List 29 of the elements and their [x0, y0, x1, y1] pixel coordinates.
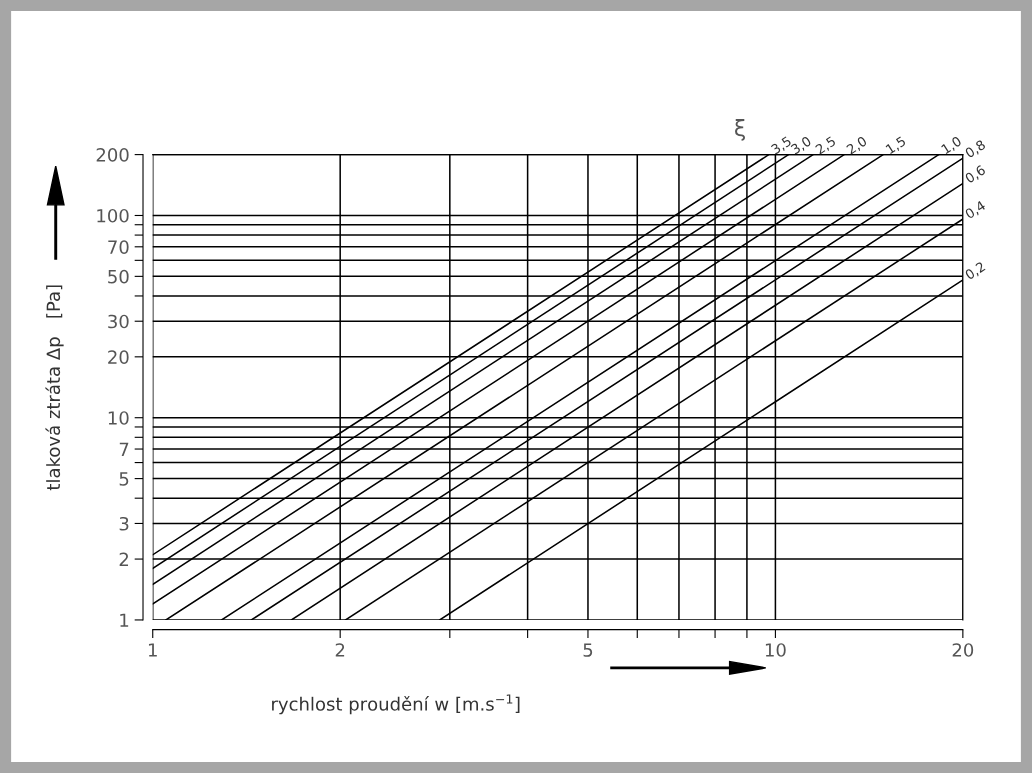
y-tick-label: 100: [97, 208, 129, 223]
x-tick-label: 1: [148, 643, 157, 657]
x-tick-label: 10: [765, 643, 786, 657]
y-tick-label: 3: [119, 516, 129, 531]
y-tick-label: 10: [108, 411, 129, 425]
text: 2,0: [845, 135, 869, 156]
y-tick-label: 1: [120, 613, 129, 627]
text: 0,6: [964, 164, 987, 185]
y-tick-label: 30: [108, 314, 129, 329]
text: 0,2: [964, 261, 987, 282]
y-tick-label: 70: [108, 240, 129, 254]
y-tick-label: 50: [108, 269, 129, 284]
y-tick-label: 20: [108, 350, 129, 364]
x-axis-title: rychlost proudění w [m.s$^{−1}$]: [272, 694, 520, 715]
text: 1,0: [940, 135, 963, 156]
text: ξ: [735, 119, 745, 141]
text: 2,5: [814, 135, 837, 156]
text: 1,5: [885, 136, 907, 156]
x-tick-label: 2: [335, 643, 345, 657]
text: 3,0: [790, 135, 813, 156]
x-tick-label: 20: [952, 643, 974, 657]
y-tick-label: 5: [119, 472, 129, 486]
text: 0,8: [964, 139, 987, 160]
y-tick-label: 7: [119, 442, 129, 456]
y-tick-label: 2: [119, 552, 129, 566]
x-tick-label: 5: [583, 643, 593, 657]
y-tick-label: 200: [96, 148, 129, 162]
text: 0,4: [964, 200, 987, 221]
y-axis-title: tlaková ztráta Δp [Pa]: [45, 285, 64, 491]
